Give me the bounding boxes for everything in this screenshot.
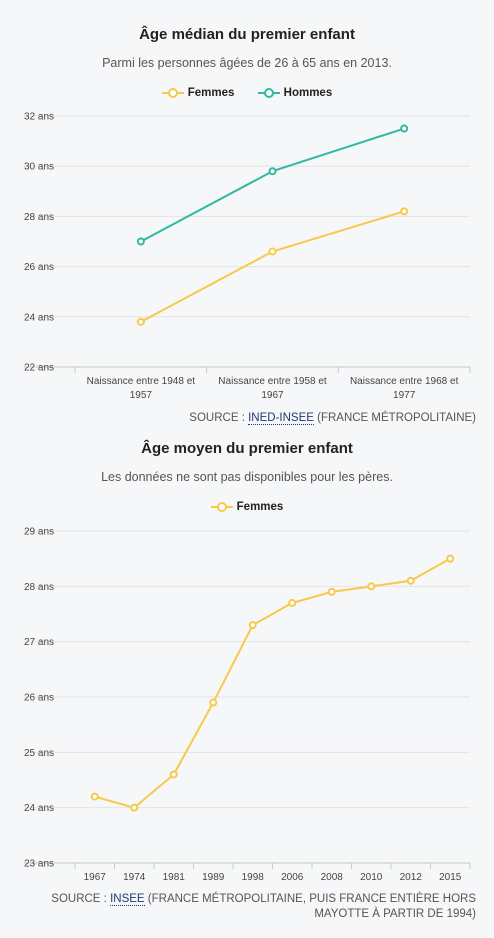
line-chart-mean-age: 23 ans 24 ans 25 ans 26 ans 27 ans 28 ans 29 a… <box>24 527 471 883</box>
y-tick-label: 29 ans <box>24 527 54 538</box>
source-link[interactable]: INED-INSEE <box>248 412 314 425</box>
x-tick-label-line: 1977 <box>393 390 416 401</box>
x-tick-label-line: 1967 <box>261 390 284 401</box>
x-tick-label-line: Naissance entre 1958 et <box>218 376 327 387</box>
data-point-femmes <box>169 770 178 779</box>
x-tick-label: 1974 <box>123 872 146 883</box>
chart-legend: Femmes Hommes <box>0 87 494 101</box>
series-line-femmes <box>94 557 451 809</box>
legend-item-hommes[interactable]: Hommes <box>257 87 333 99</box>
chart-legend: Femmes <box>0 501 494 515</box>
y-tick-label: 26 ans <box>24 262 54 273</box>
legend-marker-icon <box>257 88 280 98</box>
y-tick-label: 30 ans <box>24 162 54 173</box>
data-point-femmes <box>288 598 297 607</box>
source-suffix-line2: MAYOTTE À PARTIR DE 1994) <box>314 908 476 920</box>
x-tick-label: 1998 <box>242 872 265 883</box>
source-prefix: SOURCE : <box>189 412 249 424</box>
y-tick-label: 28 ans <box>24 212 54 223</box>
data-point-femmes <box>90 792 99 801</box>
chart-panel-mean-age: Âge moyen du premier enfant Les données … <box>0 430 494 938</box>
legend-item-femmes[interactable]: Femmes <box>210 501 284 513</box>
data-point-femmes <box>327 587 336 596</box>
data-point-femmes <box>406 576 415 585</box>
y-tick-label: 23 ans <box>24 859 54 870</box>
data-point-hommes <box>400 124 409 133</box>
source-link[interactable]: INSEE <box>110 893 145 906</box>
legend-item-femmes[interactable]: Femmes <box>161 87 235 99</box>
x-tick-label: 1989 <box>202 872 225 883</box>
data-point-hommes <box>136 237 145 246</box>
y-tick-label: 24 ans <box>24 803 54 814</box>
x-tick-label: 1967 <box>84 872 107 883</box>
data-point-femmes <box>209 698 218 707</box>
y-tick-label: 24 ans <box>24 312 54 323</box>
y-tick-label: 28 ans <box>24 582 54 593</box>
chart-title: Âge moyen du premier enfant <box>141 440 353 457</box>
y-tick-label: 22 ans <box>24 363 54 374</box>
data-point-femmes <box>268 247 277 256</box>
data-point-femmes <box>446 554 455 563</box>
y-tick-label: 32 ans <box>24 112 54 123</box>
x-tick-label: 2012 <box>400 872 423 883</box>
x-tick-label: 2010 <box>360 872 383 883</box>
x-tick-label: 2015 <box>439 872 462 883</box>
x-tick-label-line: 1957 <box>130 390 153 401</box>
x-tick-label: 2006 <box>281 872 304 883</box>
source-note: SOURCE : INED-INSEE (FRANCE MÉTROPOLITAI… <box>189 411 476 426</box>
y-tick-label: 27 ans <box>24 637 54 648</box>
data-point-femmes <box>130 803 139 812</box>
x-tick-label-line: Naissance entre 1948 et <box>87 376 196 387</box>
chart-title: Âge médian du premier enfant <box>139 26 355 43</box>
legend-label: Femmes <box>187 87 235 99</box>
legend-label: Hommes <box>283 87 333 99</box>
data-point-femmes <box>400 207 409 216</box>
chart-subtitle: Les données ne sont pas disponibles pour… <box>101 470 393 484</box>
x-tick-label: 1981 <box>163 872 186 883</box>
source-note: SOURCE : INSEE (FRANCE MÉTROPOLITAINE, P… <box>51 892 476 922</box>
x-tick-label: Naissance entre 1958 et 1967 <box>218 376 327 401</box>
legend-label: Femmes <box>236 501 284 513</box>
data-point-femmes <box>136 317 145 326</box>
y-tick-label: 25 ans <box>24 748 54 759</box>
source-suffix-line1: (FRANCE MÉTROPOLITAINE, PUIS FRANCE ENTI… <box>144 893 476 905</box>
x-tick-label: 2008 <box>321 872 344 883</box>
data-point-femmes <box>367 582 376 591</box>
legend-marker-icon <box>161 88 184 98</box>
y-tick-label: 26 ans <box>24 693 54 704</box>
source-prefix: SOURCE : <box>51 893 111 905</box>
data-point-hommes <box>268 167 277 176</box>
x-tick-label: Naissance entre 1968 et 1977 <box>350 376 459 401</box>
x-tick-label: Naissance entre 1948 et 1957 <box>87 376 196 401</box>
series-line-hommes <box>140 127 405 243</box>
source-suffix: (FRANCE MÉTROPOLITAINE) <box>313 412 476 424</box>
x-tick-label-line: Naissance entre 1968 et <box>350 376 459 387</box>
chart-subtitle: Parmi les personnes âgées de 26 à 65 ans… <box>102 56 392 70</box>
data-point-femmes <box>248 621 257 630</box>
line-chart-median-age: 22 ans 24 ans 26 ans 28 ans 30 ans 32 ans Nais… <box>24 112 471 401</box>
chart-panel-median-age: Âge médian du premier enfant Parmi les p… <box>0 0 494 430</box>
legend-marker-icon <box>210 502 233 512</box>
